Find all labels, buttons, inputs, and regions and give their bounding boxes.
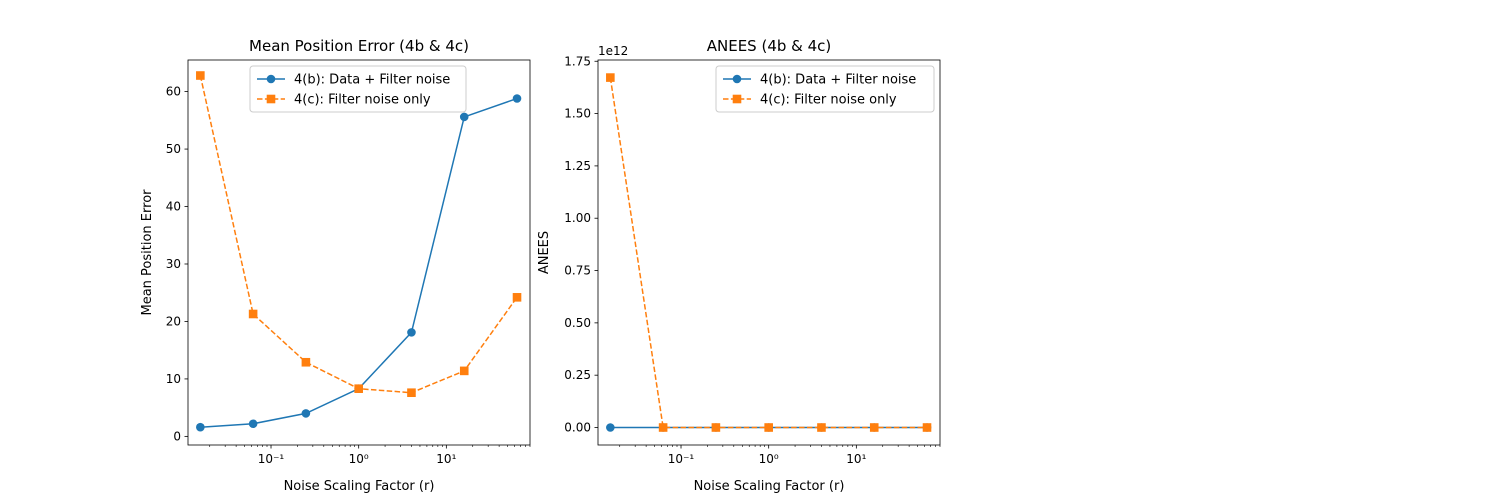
legend: 4(b): Data + Filter noise 4(c): Filter no… [249,65,467,113]
y-tick-label: 60 [166,85,181,99]
data-point [354,384,363,393]
series-line [609,77,928,429]
x-tick-label: 10⁻¹ [668,452,695,466]
legend-frame [249,65,467,113]
data-point [248,309,258,319]
legend-frame [715,65,935,113]
data-point [196,422,205,432]
data-point [606,73,615,82]
data-point [407,388,416,398]
y-tick-label: 20 [166,314,181,328]
chart-anees: 10⁻¹ 10⁰ 10¹ 0.00 0.25 0.50 0.75 1.00 1.25 1.50 1.… [537,37,941,494]
data-point [301,409,311,418]
x-tick-label: 10¹ [846,452,866,466]
data-point [711,423,721,432]
series-4b [196,94,522,432]
y-tick-label: 0.25 [564,368,591,382]
y-tick-label: 50 [166,142,181,156]
data-point [606,423,615,432]
x-minor-ticks [209,445,531,447]
data-point [301,357,311,367]
x-tick-label: 10¹ [436,452,456,466]
legend-label: 4(b): Data + Filter noise [760,73,916,88]
legend-marker [732,74,742,84]
series-4c [196,71,522,398]
legend: 4(b): Data + Filter noise 4(c): Filter no… [715,65,935,113]
data-point [459,112,469,122]
x-tick-label: 10⁰ [759,452,779,466]
data-point [817,423,826,432]
y-tick-label: 1.75 [564,54,591,68]
x-minor-ticks [619,445,941,447]
x-axis-label: Noise Scaling Factor (r) [694,479,845,494]
y-tick-label: 0 [173,429,181,443]
y-axis-label: Mean Position Error [140,189,155,316]
legend-label: 4(b): Data + Filter noise [294,73,450,88]
data-point [459,366,469,376]
data-point [407,328,416,337]
series-line [200,97,518,428]
legend-marker [732,94,742,104]
y-tick-label: 1.00 [564,211,591,225]
data-point [658,423,668,432]
data-point [764,423,773,432]
data-point [869,423,879,432]
legend-label: 4(c): Filter noise only [760,93,897,108]
x-axis-label: Noise Scaling Factor (r) [284,479,435,494]
chart-title: ANEES (4b & 4c) [707,37,832,55]
axes-frame [597,59,941,446]
y-tick-label: 0.00 [564,421,591,435]
y-tick-label: 0.50 [564,316,591,330]
data-point [196,71,205,80]
y-tick-label: 40 [166,200,181,214]
data-point [512,293,522,302]
y-tick-label: 0.75 [564,264,591,278]
y-tick-label: 10 [166,372,181,386]
data-point [512,94,522,103]
legend-label: 4(c): Filter noise only [294,93,431,108]
data-point [248,419,258,429]
legend-marker [266,74,276,84]
x-tick-label: 10⁰ [349,452,369,466]
chart-title: Mean Position Error (4b & 4c) [249,37,469,55]
y-offset-label: 1e12 [598,44,628,58]
y-axis-label: ANEES [537,231,552,274]
y-tick-label: 1.25 [564,159,591,173]
chart-mean-position-error: 10⁻¹ 10⁰ 10¹ 0 10 20 30 40 50 60 Mean Position Err… [140,37,531,494]
y-tick-label: 1.50 [564,107,591,121]
y-tick-label: 30 [166,257,181,271]
series-4c [606,73,932,432]
data-point [922,423,932,432]
legend-marker [266,94,276,104]
x-tick-label: 10⁻¹ [258,452,285,466]
series-line [199,75,518,394]
